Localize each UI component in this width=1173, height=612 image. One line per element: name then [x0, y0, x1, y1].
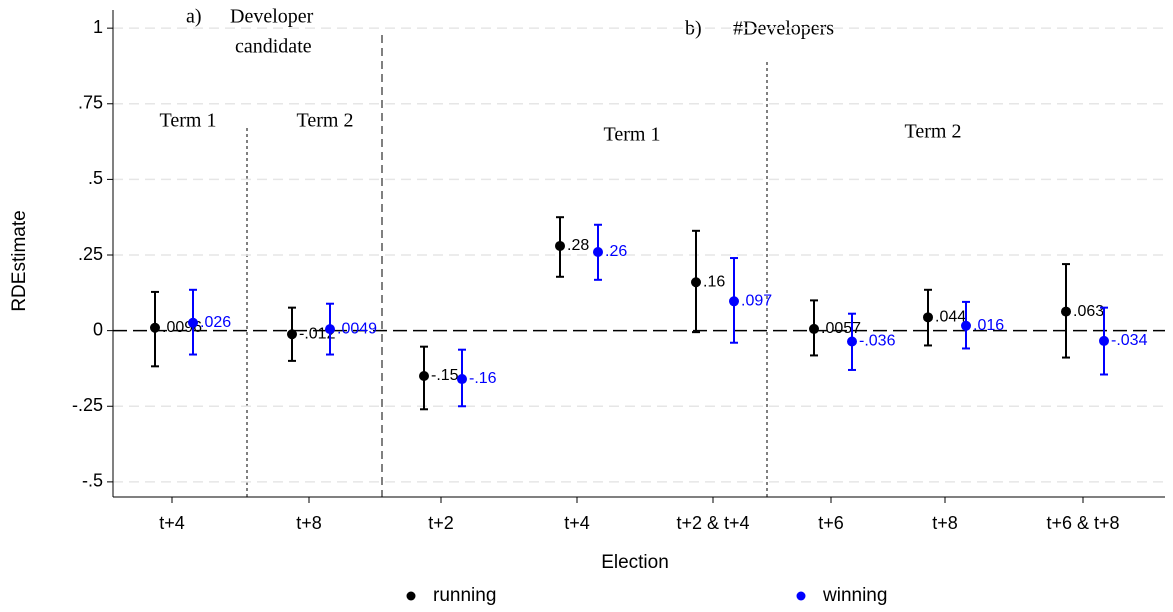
value-label: .044 [935, 309, 966, 326]
x-tick-label: t+2 & t+4 [676, 513, 749, 533]
point [729, 296, 739, 307]
point [1099, 335, 1109, 346]
annotation: a) [186, 6, 202, 28]
point [847, 336, 857, 347]
point [419, 371, 429, 382]
y-tick-label: 1 [93, 17, 103, 37]
y-tick-label: .5 [88, 168, 103, 188]
value-label: .26 [605, 243, 627, 260]
legend-marker [796, 591, 806, 601]
y-tick-label: -.5 [82, 471, 103, 491]
annotation: #Developers [733, 18, 834, 40]
point [593, 246, 603, 257]
value-label: -.15 [431, 367, 459, 384]
point [150, 322, 160, 333]
point [188, 317, 198, 328]
value-label: .0057 [821, 320, 861, 337]
y-tick-label: 0 [93, 319, 103, 339]
annotation: Developer [230, 6, 314, 28]
value-label: -.034 [1111, 332, 1148, 349]
annotation: Term 2 [905, 121, 962, 143]
legend-label: winning [822, 585, 887, 606]
value-label: .16 [703, 273, 725, 290]
x-tick-label: t+8 [296, 513, 322, 533]
annotation: Term 1 [160, 110, 217, 132]
point [555, 240, 565, 251]
value-label: -.036 [859, 333, 896, 350]
point [457, 374, 467, 385]
annotation: candidate [235, 36, 312, 58]
point [691, 277, 701, 288]
x-tick-label: t+4 [159, 513, 185, 533]
legend-label: running [433, 585, 496, 606]
y-tick-label: .25 [78, 244, 103, 264]
value-label: .097 [741, 293, 772, 310]
point [1061, 306, 1071, 317]
point [287, 329, 297, 340]
point [325, 324, 335, 335]
value-label: .063 [1073, 303, 1104, 320]
x-tick-label: t+4 [564, 513, 590, 533]
legend-marker [406, 591, 416, 601]
x-tick-label: t+2 [428, 513, 454, 533]
point [961, 320, 971, 331]
y-tick-label: -.25 [72, 395, 103, 415]
value-label: -.16 [469, 370, 497, 387]
y-axis-label: RDEstimate [9, 210, 30, 311]
annotation: Term 2 [297, 110, 354, 132]
value-label: .016 [973, 317, 1004, 334]
x-axis-label: Election [601, 552, 669, 573]
x-tick-label: t+8 [932, 513, 958, 533]
y-tick-label: .75 [78, 93, 103, 113]
value-label: .026 [200, 314, 231, 331]
value-label: .0049 [337, 320, 377, 337]
panel-dividers [246, 35, 768, 497]
value-label: .28 [567, 237, 589, 254]
annotation: Term 1 [604, 124, 661, 146]
point [923, 312, 933, 323]
x-tick-label: t+6 & t+8 [1046, 513, 1119, 533]
point [809, 323, 819, 334]
x-tick-label: t+6 [818, 513, 844, 533]
